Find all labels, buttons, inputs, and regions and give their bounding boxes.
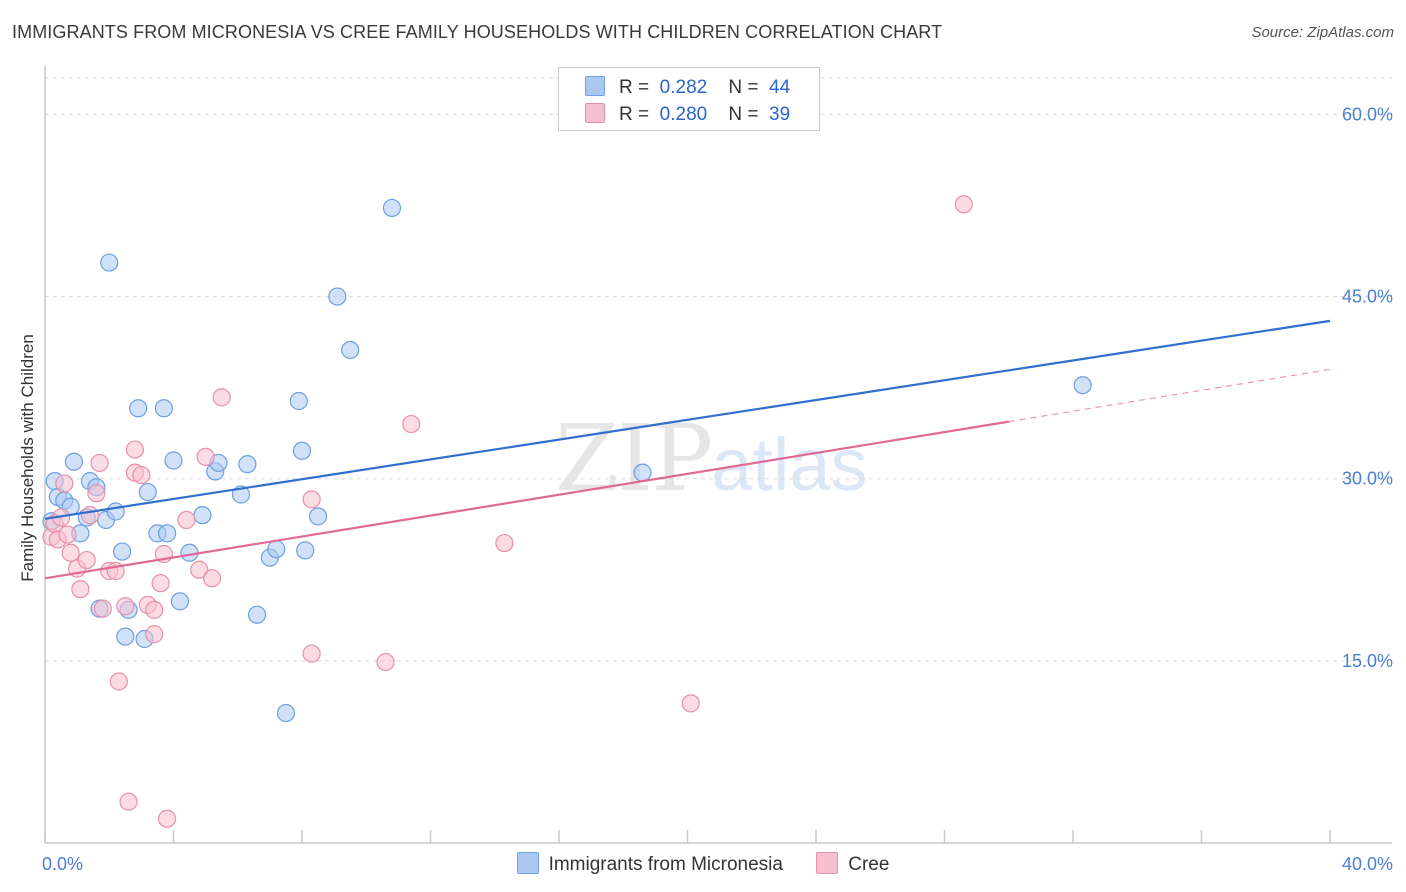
grid-lines <box>45 77 1392 662</box>
legend-swatch-pink <box>585 103 605 123</box>
micronesia-point <box>129 399 148 418</box>
micronesia-point <box>164 451 183 470</box>
source-label: Source: ZipAtlas.com <box>1251 24 1394 41</box>
cree-point <box>302 644 321 663</box>
cree-point <box>109 672 128 691</box>
cree-point <box>90 453 109 473</box>
legend-r-value: 0.280 <box>659 104 708 125</box>
cree-point <box>196 447 215 466</box>
y-tick-label: 45.0% <box>1342 287 1393 307</box>
cree-point <box>58 525 77 544</box>
legend-series-name: Cree <box>848 854 890 875</box>
micronesia-point <box>112 542 132 561</box>
cree-point <box>125 440 145 459</box>
cree-point <box>402 414 421 434</box>
micronesia-point <box>116 627 135 646</box>
cree-point <box>376 652 395 672</box>
legend-n-value: 39 <box>769 104 791 125</box>
x-tick-label: 40.0% <box>1342 854 1393 874</box>
legend-series-name: Immigrants from Micronesia <box>548 854 783 875</box>
micronesia-trend-line <box>44 319 1331 520</box>
cree-point <box>177 510 196 530</box>
watermark-atlas: atlas <box>711 423 868 506</box>
cree-point <box>954 195 973 214</box>
micronesia-point <box>633 463 652 482</box>
cree-point <box>495 533 514 553</box>
cree-point <box>157 809 177 828</box>
legend-swatch-blue <box>516 852 539 874</box>
micronesia-point <box>247 605 267 624</box>
trend-lines <box>44 319 1331 580</box>
legend-item-cree[interactable]: Cree <box>816 852 889 876</box>
micronesia-point <box>296 541 315 560</box>
legend-r-label: R = <box>619 104 650 125</box>
cree-point <box>681 694 700 713</box>
micronesia-point <box>193 506 212 525</box>
micronesia-point <box>328 287 347 306</box>
cree-point <box>119 792 138 811</box>
micronesia-point <box>238 455 257 474</box>
micronesia-point <box>341 340 360 360</box>
micronesia-point <box>64 452 84 471</box>
legend-item-micronesia[interactable]: Immigrants from Micronesia <box>516 852 783 876</box>
legend-r-value: 0.282 <box>659 77 708 98</box>
cree-trend-extension <box>1008 368 1331 423</box>
correlation-legend: R = 0.282 N = 44 R = 0.280 N = 39 <box>558 67 820 131</box>
series-legend: Immigrants from Micronesia Cree <box>0 852 1406 876</box>
cree-point <box>55 474 74 493</box>
series-micronesia-points <box>42 198 1092 723</box>
micronesia-point <box>267 540 286 559</box>
cree-point <box>190 560 209 579</box>
x-tick-label: 0.0% <box>42 854 83 874</box>
legend-row-micronesia: R = 0.282 N = 44 <box>585 76 790 99</box>
y-tick-label: 60.0% <box>1342 104 1393 124</box>
cree-point <box>87 484 106 503</box>
cree-point <box>132 465 151 485</box>
micronesia-point <box>106 502 125 521</box>
micronesia-point <box>289 391 308 411</box>
micronesia-point <box>292 441 312 460</box>
y-tick-label: 30.0% <box>1342 469 1393 489</box>
cree-point <box>145 625 164 644</box>
axes <box>44 66 1392 844</box>
cree-point <box>61 543 80 562</box>
legend-swatch-pink <box>816 852 839 874</box>
cree-point <box>212 388 231 407</box>
legend-r-label: R = <box>619 77 650 98</box>
cree-point <box>77 550 96 570</box>
cree-point <box>145 600 164 619</box>
micronesia-point <box>157 524 177 543</box>
micronesia-point <box>308 507 328 526</box>
micronesia-point <box>154 399 173 418</box>
micronesia-point <box>276 703 296 723</box>
legend-n-label: N = <box>728 77 759 98</box>
cree-point <box>71 580 90 599</box>
legend-row-cree: R = 0.280 N = 39 <box>585 103 790 126</box>
legend-n-value: 44 <box>769 77 791 98</box>
legend-n-label: N = <box>728 104 759 125</box>
micronesia-point <box>170 592 190 611</box>
series-cree-points <box>42 195 973 828</box>
micronesia-point <box>100 253 119 272</box>
y-tick-label: 15.0% <box>1342 651 1393 671</box>
cree-point <box>202 569 222 588</box>
tick-labels: 15.0% 30.0% 45.0% 60.0% 0.0% 40.0% <box>42 104 1393 874</box>
watermark-zip: ZIP <box>555 405 713 512</box>
cree-point <box>151 574 170 593</box>
micronesia-point <box>138 482 157 502</box>
micronesia-point <box>382 198 402 218</box>
chart-title: IMMIGRANTS FROM MICRONESIA VS CREE FAMIL… <box>12 22 943 42</box>
cree-point <box>80 506 100 525</box>
cree-point <box>302 490 321 509</box>
watermark: ZIPatlas <box>555 405 867 512</box>
legend-swatch-blue <box>585 76 605 96</box>
micronesia-point <box>1073 376 1092 395</box>
cree-point <box>93 599 112 618</box>
cree-point <box>116 597 135 616</box>
cree-trend-line <box>44 420 1009 580</box>
